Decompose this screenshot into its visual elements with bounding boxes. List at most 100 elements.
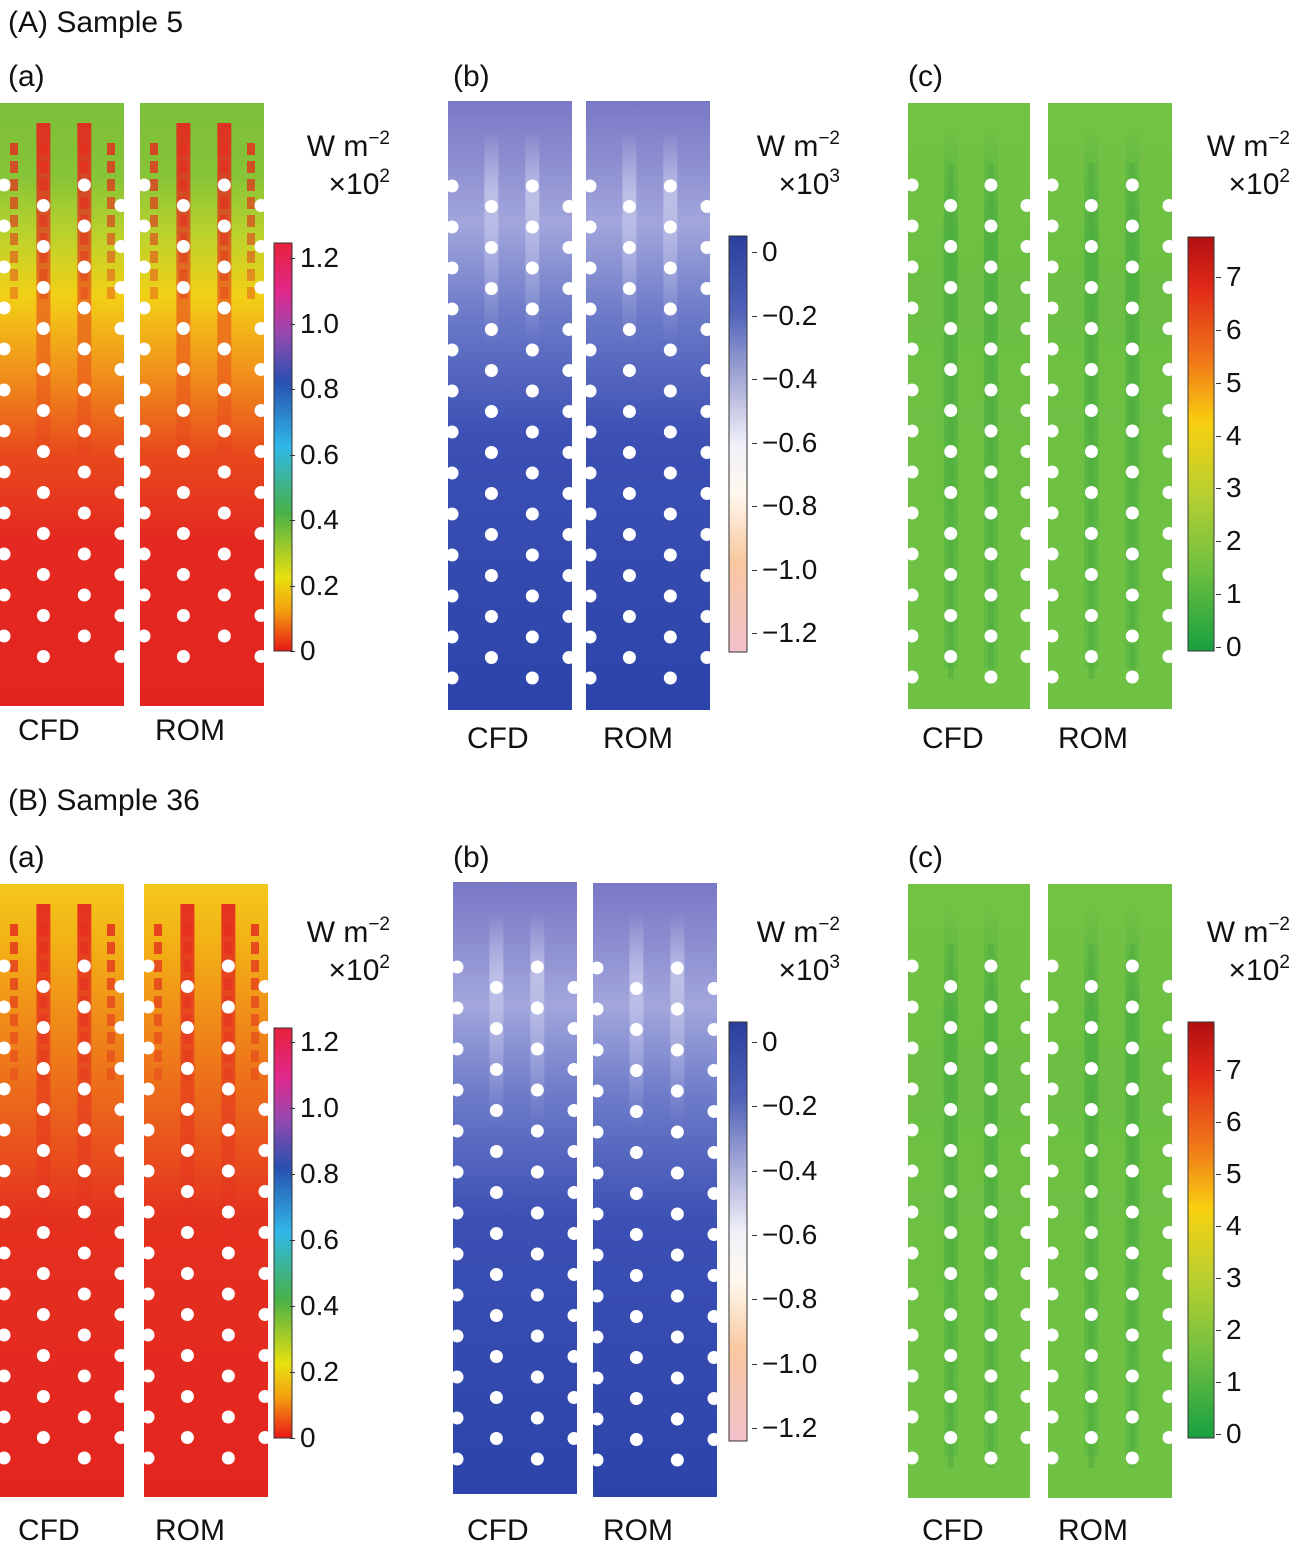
colorbar-tick-mark (1216, 1174, 1221, 1175)
colorbar-tick-mark (290, 585, 295, 587)
caption-a-b-cfd: CFD (467, 722, 529, 755)
colorbar-tick-mark (1216, 382, 1221, 384)
unit-label-a-c: W m−2 ×102 (1206, 128, 1290, 201)
colorbar-tick-label: 0 (1226, 631, 1242, 662)
colorbar-tick-mark (752, 633, 757, 634)
field-a-a-rom (140, 103, 264, 706)
colorbar-tick-label: 1.0 (300, 307, 339, 339)
colorbar-tick-label: −0.6 (762, 1219, 818, 1250)
colorbar-tick-mark (290, 454, 295, 456)
colorbar-tick-label: −1.2 (762, 617, 818, 648)
colorbar-tick-label: 3 (1226, 1262, 1242, 1293)
colorbar-tick-label: −0.6 (762, 426, 818, 458)
colorbar-tick-mark (1216, 277, 1221, 278)
unit-label-a-a: W m−2 ×102 (306, 128, 390, 201)
section-title-b: (B) Sample 36 (8, 784, 200, 817)
caption-b-a-cfd: CFD (18, 1514, 80, 1547)
colorbar-tick-mark (1216, 541, 1221, 543)
colorbar-tick-mark (1216, 594, 1221, 596)
colorbar-tick-label: 0 (300, 635, 316, 666)
colorbar-tick-label: 0.8 (300, 1158, 339, 1189)
colorbar-tick-label: 0.8 (300, 373, 339, 404)
colorbar-tick-label: 4 (1226, 419, 1242, 451)
colorbar-tick-label: 1.2 (300, 1026, 339, 1057)
colorbar-tick-mark (290, 323, 295, 325)
caption-b-b-cfd: CFD (467, 1514, 529, 1547)
colorbar-tick-mark (1216, 1226, 1221, 1227)
colorbar-a-a (273, 242, 293, 652)
caption-b-c-rom: ROM (1058, 1514, 1128, 1547)
colorbar-tick-label: 7 (1226, 261, 1242, 292)
colorbar-tick-mark (290, 1042, 295, 1043)
colorbar-tick-mark (290, 651, 295, 652)
field-b-a-rom (144, 884, 268, 1497)
colorbar-a-b (728, 235, 748, 653)
section-title-a: (A) Sample 5 (8, 6, 184, 39)
colorbar-tick-mark (1216, 1330, 1221, 1331)
colorbar-tick-mark (752, 1042, 757, 1043)
colorbar-tick-mark (752, 1170, 757, 1172)
colorbar-b-b (728, 1021, 748, 1442)
field-a-c-cfd (908, 103, 1030, 709)
colorbar-tick-label: 0.2 (300, 1356, 339, 1387)
unit-label-b-a: W m−2 ×102 (306, 914, 390, 987)
colorbar-tick-label: −0.2 (762, 1090, 818, 1122)
colorbar-tick-label: −0.2 (762, 299, 818, 331)
field-a-b-cfd (448, 101, 572, 710)
colorbar-tick-label: 5 (1226, 1158, 1242, 1189)
colorbar-tick-mark (1216, 1278, 1221, 1279)
panel-label-b-a: (a) (8, 841, 45, 874)
field-group (0, 101, 1172, 1498)
colorbar-b-c (1187, 1021, 1215, 1439)
colorbar-tick-label: 1 (1226, 578, 1242, 610)
unit-label-a-b: W m−2 ×103 (756, 128, 840, 201)
colorbar-tick-mark (752, 315, 757, 317)
caption-b-a-rom: ROM (155, 1514, 225, 1547)
field-a-c-rom (1048, 103, 1172, 709)
field-b-c-rom (1048, 884, 1172, 1498)
colorbar-tick-label: −0.8 (762, 1283, 818, 1315)
colorbar-tick-mark (752, 1299, 757, 1301)
colorbar-tick-label: 0 (762, 1026, 778, 1057)
colorbar-tick-mark (1216, 329, 1221, 331)
colorbar-tick-mark (290, 1372, 295, 1373)
colorbar-tick-label: 6 (1226, 1106, 1242, 1137)
colorbar-tick-mark (290, 1306, 295, 1307)
colorbar-tick-label: −1.2 (762, 1412, 818, 1443)
colorbar-tick-mark (290, 1174, 295, 1175)
colorbar-tick-label: 0 (300, 1422, 316, 1453)
colorbar-tick-label: 0.4 (300, 504, 339, 535)
caption-a-c-cfd: CFD (922, 722, 984, 755)
field-b-a-cfd (0, 884, 124, 1497)
colorbar-tick-mark (1216, 1382, 1221, 1383)
colorbar-tick-mark (752, 1428, 757, 1429)
panel-label-a-a: (a) (8, 60, 45, 93)
field-b-b-rom (593, 883, 717, 1497)
panel-label-b-b: (b) (453, 841, 490, 874)
colorbar-tick-label: 0.2 (300, 569, 339, 601)
field-a-a-cfd (0, 103, 124, 706)
colorbar-tick-mark (752, 252, 757, 253)
colorbar-tick-label: −0.4 (762, 1154, 818, 1186)
colorbar-tick-mark (752, 442, 757, 444)
colorbar-tick-label: 0.6 (300, 1224, 339, 1255)
field-b-c-cfd (908, 884, 1030, 1498)
colorbar-tick-label: 1.2 (300, 242, 339, 273)
colorbar-tick-label: 5 (1226, 366, 1242, 398)
colorbar-tick-mark (1216, 1070, 1221, 1071)
unit-label-b-c: W m−2 ×102 (1206, 914, 1290, 987)
colorbar-tick-label: 7 (1226, 1054, 1242, 1085)
colorbar-tick-label: 0.6 (300, 438, 339, 470)
caption-a-a-rom: ROM (155, 714, 225, 747)
panel-label-b-c: (c) (908, 841, 943, 874)
colorbar-tick-label: 6 (1226, 313, 1242, 345)
colorbar-tick-mark (290, 258, 295, 259)
colorbar-b-a (273, 1027, 293, 1439)
colorbar-tick-mark (1216, 435, 1221, 437)
colorbar-tick-label: 0.4 (300, 1290, 339, 1321)
colorbar-tick-mark (290, 1108, 295, 1109)
caption-a-a-cfd: CFD (18, 714, 80, 747)
colorbar-tick-mark (752, 1106, 757, 1108)
